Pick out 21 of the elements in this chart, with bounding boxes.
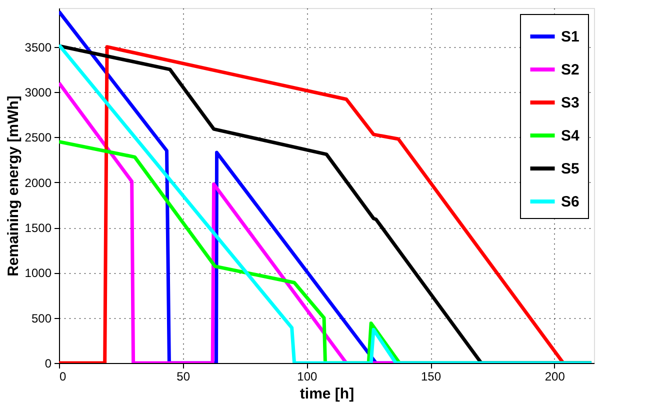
legend-label: S2 <box>561 62 580 78</box>
x-tick-label: 200 <box>544 370 566 384</box>
x-tick-label: 50 <box>176 370 190 384</box>
legend-label: S3 <box>561 94 580 112</box>
x-axis-title: time [h] <box>300 386 354 402</box>
y-axis-title: Remaining energy [mWh] <box>4 96 22 276</box>
x-tick-label: 0 <box>60 370 66 384</box>
x-tick-label: 100 <box>297 370 318 384</box>
y-tick-label: 3000 <box>24 86 52 100</box>
y-tick-label: 2000 <box>24 176 52 190</box>
x-tick-label: 150 <box>421 370 442 384</box>
y-tick-label: 0 <box>44 356 52 370</box>
legend-label: S5 <box>561 160 580 178</box>
legend-label: S4 <box>561 128 580 144</box>
legend-label: S1 <box>561 28 580 46</box>
y-tick-label: 3500 <box>24 40 52 54</box>
legend-label: S6 <box>561 194 580 210</box>
y-tick-label: 1500 <box>24 221 52 236</box>
y-tick-label: 2500 <box>24 130 52 145</box>
y-tick-label: 500 <box>31 311 52 326</box>
y-tick-label: 1000 <box>24 266 52 280</box>
